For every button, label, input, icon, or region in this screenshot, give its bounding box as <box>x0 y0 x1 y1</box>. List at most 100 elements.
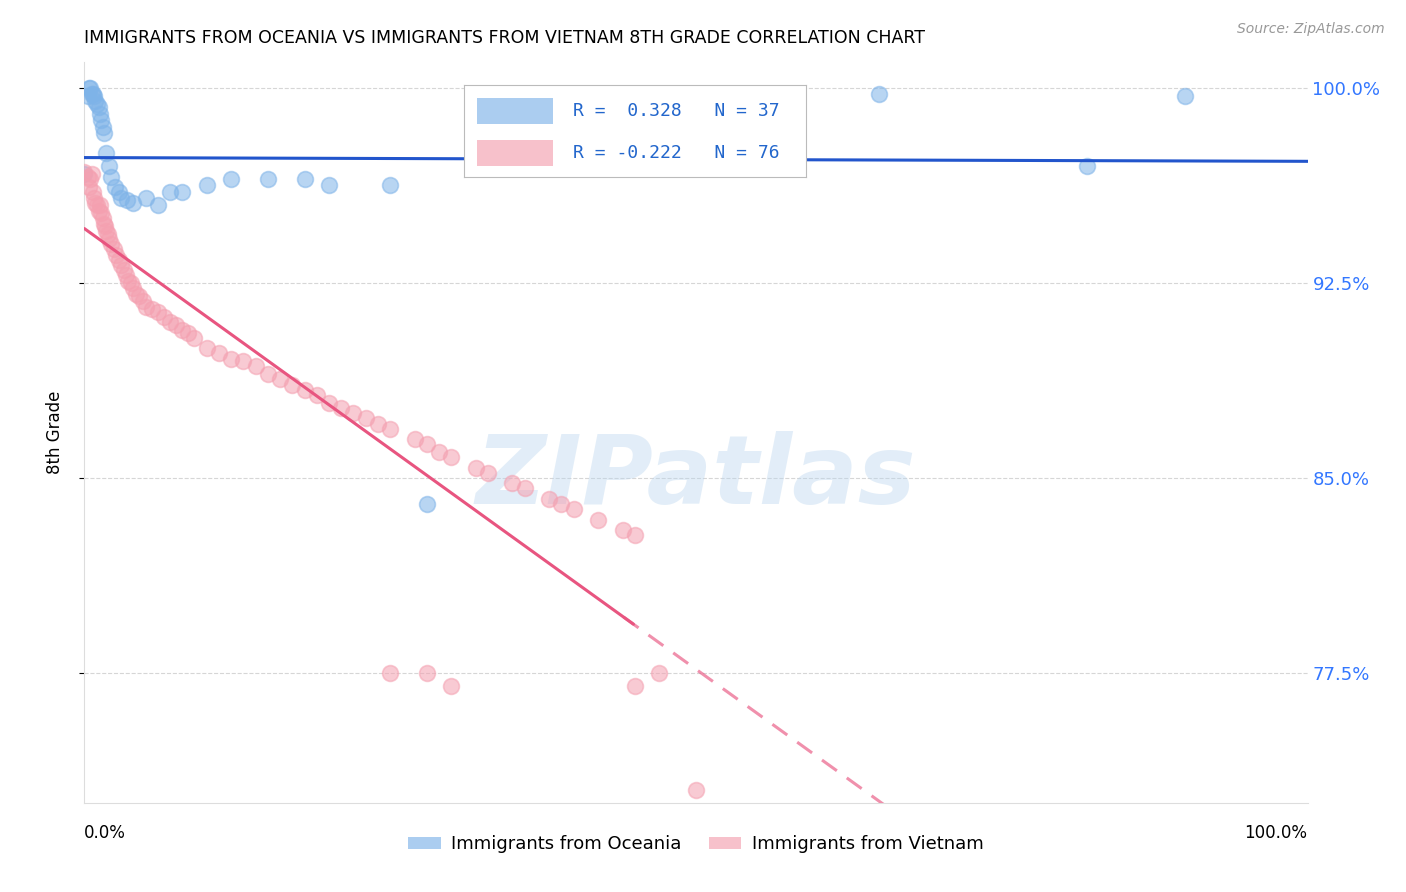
Point <box>330 401 353 415</box>
Point <box>172 186 194 200</box>
Point <box>440 450 463 465</box>
Point <box>83 190 105 204</box>
Point <box>97 227 120 241</box>
Point <box>120 277 142 291</box>
Point <box>219 172 242 186</box>
Point <box>257 172 280 186</box>
Point <box>93 217 115 231</box>
Point <box>380 422 402 436</box>
Point <box>281 377 304 392</box>
Point <box>1174 89 1197 103</box>
Point <box>245 359 267 374</box>
Point <box>135 300 157 314</box>
Point <box>96 224 118 238</box>
Point <box>869 87 891 101</box>
Point <box>86 97 108 112</box>
Point <box>416 437 439 451</box>
Point <box>354 411 377 425</box>
Text: 0.0%: 0.0% <box>84 823 127 841</box>
Point <box>502 476 524 491</box>
Point <box>107 186 129 200</box>
Point <box>232 354 254 368</box>
Point <box>685 782 707 797</box>
Point <box>257 367 280 381</box>
Point <box>103 243 125 257</box>
Point <box>122 195 145 210</box>
Point <box>440 679 463 693</box>
Point <box>110 190 132 204</box>
Point <box>416 665 439 680</box>
Point <box>105 248 128 262</box>
Point <box>747 89 769 103</box>
Point <box>87 203 110 218</box>
Legend: Immigrants from Oceania, Immigrants from Vietnam: Immigrants from Oceania, Immigrants from… <box>401 828 991 861</box>
Point <box>80 87 103 101</box>
Point <box>77 180 100 194</box>
Point <box>84 95 107 109</box>
Point <box>612 523 634 537</box>
Point <box>80 167 103 181</box>
Point <box>141 302 163 317</box>
Point <box>77 81 100 95</box>
Point <box>79 172 101 186</box>
Point <box>513 482 536 496</box>
Point <box>153 310 176 324</box>
Point <box>269 372 291 386</box>
Point <box>305 388 328 402</box>
Text: Source: ZipAtlas.com: Source: ZipAtlas.com <box>1237 22 1385 37</box>
Point <box>219 351 242 366</box>
Point <box>195 341 218 355</box>
Text: IMMIGRANTS FROM OCEANIA VS IMMIGRANTS FROM VIETNAM 8TH GRADE CORRELATION CHART: IMMIGRANTS FROM OCEANIA VS IMMIGRANTS FR… <box>84 29 925 47</box>
Point <box>586 513 609 527</box>
Point <box>117 274 139 288</box>
Point <box>115 268 138 283</box>
Point <box>73 167 96 181</box>
Point <box>132 294 155 309</box>
Point <box>318 178 340 192</box>
Point <box>427 445 450 459</box>
Point <box>195 178 218 192</box>
Text: ZIPatlas: ZIPatlas <box>475 431 917 524</box>
Point <box>380 178 402 192</box>
Point <box>112 263 135 277</box>
Point <box>477 466 499 480</box>
Point <box>172 323 194 337</box>
Point <box>94 219 117 233</box>
Point <box>183 331 205 345</box>
Point <box>135 190 157 204</box>
Point <box>624 528 647 542</box>
Point <box>77 169 100 184</box>
Point <box>86 198 108 212</box>
Point <box>90 112 112 127</box>
Point <box>91 120 114 135</box>
Point <box>90 206 112 220</box>
Point <box>122 281 145 295</box>
Point <box>87 100 110 114</box>
Point <box>146 198 169 212</box>
Point <box>107 252 129 267</box>
Point <box>89 107 111 121</box>
Point <box>96 146 118 161</box>
Point <box>416 497 439 511</box>
Point <box>97 159 120 173</box>
Point <box>648 665 671 680</box>
Point <box>115 193 138 207</box>
Point <box>294 172 316 186</box>
Point <box>159 186 181 200</box>
Point <box>165 318 187 332</box>
Point <box>91 211 114 226</box>
Point <box>89 198 111 212</box>
Point <box>97 232 120 246</box>
Point <box>464 460 486 475</box>
Point <box>83 89 105 103</box>
Point <box>128 289 150 303</box>
Point <box>93 126 115 140</box>
Point <box>624 679 647 693</box>
Point <box>159 315 181 329</box>
Point <box>100 237 122 252</box>
Point <box>73 164 96 178</box>
Point <box>550 497 572 511</box>
Point <box>110 258 132 272</box>
Point <box>104 180 127 194</box>
Point <box>84 195 107 210</box>
